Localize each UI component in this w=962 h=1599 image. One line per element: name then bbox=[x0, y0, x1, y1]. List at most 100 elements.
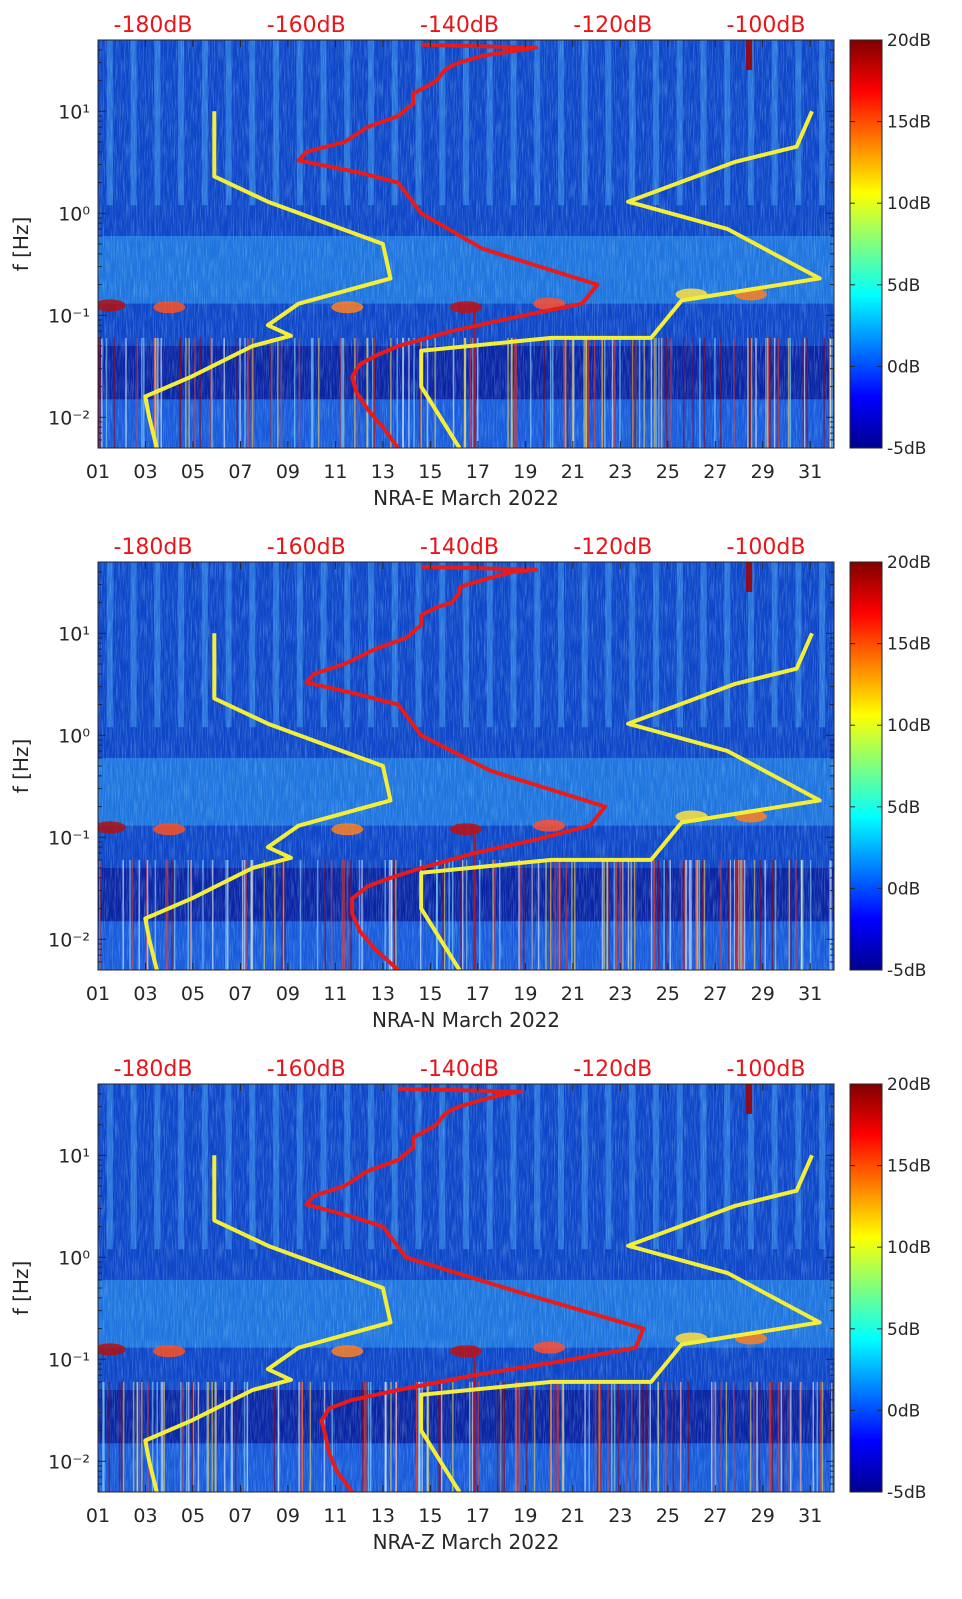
x-tick-label: 07 bbox=[228, 461, 252, 483]
noise-model-high-line bbox=[419, 1154, 822, 1492]
x-tick-label: 05 bbox=[181, 461, 205, 483]
y-tick-label: 10¹ bbox=[58, 101, 90, 123]
x-tick-label: 27 bbox=[703, 983, 727, 1005]
x-tick-label: 19 bbox=[513, 461, 537, 483]
y-tick-label: 10⁻¹ bbox=[48, 1349, 90, 1371]
panel-2: 01 03 05 07 09 11 13 15 17 19 21 23 25 27 29 31 NRA-N Ma… bbox=[9, 535, 931, 1032]
x-tick-label: 11 bbox=[323, 983, 347, 1005]
x-tick-label: 15 bbox=[418, 1505, 442, 1527]
colorbar-label: -5dB bbox=[887, 1483, 926, 1503]
noise-model-low-line bbox=[143, 111, 393, 448]
top-db-label: -120dB bbox=[573, 13, 652, 38]
top-db-label: -160dB bbox=[267, 13, 346, 38]
x-tick-label: 11 bbox=[323, 461, 347, 483]
colorbar-label: 15dB bbox=[887, 635, 931, 655]
spectrogram bbox=[98, 1084, 834, 1492]
top-db-label: -180dB bbox=[114, 535, 193, 560]
colorbar-label: 5dB bbox=[887, 798, 920, 818]
top-db-label: -120dB bbox=[573, 1057, 652, 1082]
top-db-label: -100dB bbox=[727, 535, 806, 560]
x-tick-label: 01 bbox=[86, 1505, 110, 1527]
y-tick-label: 10⁰ bbox=[58, 725, 90, 747]
noise-model-high-line bbox=[419, 632, 822, 970]
noise-model-high-line bbox=[419, 110, 822, 448]
y-tick-label: 10⁻² bbox=[48, 407, 90, 429]
colorbar-label: 5dB bbox=[887, 276, 920, 296]
y-tick-label: 10⁻¹ bbox=[48, 827, 90, 849]
colorbar bbox=[849, 561, 883, 971]
colorbar-label: 10dB bbox=[887, 194, 931, 214]
top-db-label: -160dB bbox=[267, 1057, 346, 1082]
x-tick-label: 15 bbox=[418, 983, 442, 1005]
noise-model-low-line bbox=[143, 1155, 393, 1492]
x-axis-title: NRA-N March 2022 bbox=[372, 1008, 560, 1032]
x-tick-label: 05 bbox=[181, 1505, 205, 1527]
x-tick-label: 31 bbox=[798, 1505, 822, 1527]
x-tick-label: 19 bbox=[513, 983, 537, 1005]
x-tick-label: 31 bbox=[798, 983, 822, 1005]
y-axis-title: f [Hz] bbox=[9, 1261, 33, 1316]
x-axis-title: NRA-E March 2022 bbox=[373, 486, 559, 510]
x-tick-label: 25 bbox=[656, 983, 680, 1005]
colorbar-label: 0dB bbox=[887, 879, 920, 899]
top-db-label: -100dB bbox=[727, 13, 806, 38]
top-db-label: -160dB bbox=[267, 535, 346, 560]
colorbar bbox=[849, 1083, 883, 1493]
median-psd-line bbox=[304, 564, 608, 970]
x-tick-label: 23 bbox=[608, 983, 632, 1005]
x-tick-label: 11 bbox=[323, 1505, 347, 1527]
x-tick-label: 03 bbox=[133, 461, 157, 483]
x-tick-label: 21 bbox=[561, 461, 585, 483]
x-tick-label: 29 bbox=[751, 461, 775, 483]
colorbar-label: 10dB bbox=[887, 1238, 931, 1258]
x-tick-label: 27 bbox=[703, 1505, 727, 1527]
panel-3: 01 03 05 07 09 11 13 15 17 19 21 23 25 27 29 31 NRA-Z Ma… bbox=[9, 1057, 931, 1554]
x-tick-label: 09 bbox=[276, 1505, 300, 1527]
x-tick-label: 25 bbox=[656, 1505, 680, 1527]
x-tick-label: 19 bbox=[513, 1505, 537, 1527]
spectrogram bbox=[98, 40, 834, 448]
x-axis-title: NRA-Z March 2022 bbox=[373, 1530, 560, 1554]
x-tick-label: 15 bbox=[418, 461, 442, 483]
y-axis-title: f [Hz] bbox=[9, 217, 33, 272]
y-tick-label: 10¹ bbox=[58, 1145, 90, 1167]
median-psd-line bbox=[296, 42, 600, 448]
x-tick-label: 03 bbox=[133, 983, 157, 1005]
y-tick-label: 10¹ bbox=[58, 623, 90, 645]
median-psd-line bbox=[304, 1086, 646, 1492]
x-tick-label: 17 bbox=[466, 461, 490, 483]
x-tick-label: 01 bbox=[86, 461, 110, 483]
y-axis-title: f [Hz] bbox=[9, 739, 33, 794]
colorbar-label: 20dB bbox=[887, 1075, 931, 1095]
y-tick-label: 10⁻² bbox=[48, 929, 90, 951]
panel-1: 01 03 05 07 09 11 13 15 17 19 21 23 25 27 29 31 NRA-E Ma… bbox=[9, 13, 931, 510]
colorbar-label: 20dB bbox=[887, 31, 931, 51]
x-tick-label: 01 bbox=[86, 983, 110, 1005]
spectrogram bbox=[98, 562, 834, 970]
noise-model-low-line bbox=[143, 633, 393, 970]
colorbar-label: 10dB bbox=[887, 716, 931, 736]
colorbar bbox=[849, 39, 883, 449]
x-tick-label: 29 bbox=[751, 1505, 775, 1527]
top-db-label: -180dB bbox=[114, 1057, 193, 1082]
top-db-label: -120dB bbox=[573, 535, 652, 560]
top-db-label: -100dB bbox=[727, 1057, 806, 1082]
colorbar-label: 15dB bbox=[887, 113, 931, 133]
top-db-label: -180dB bbox=[114, 13, 193, 38]
x-tick-label: 13 bbox=[371, 461, 395, 483]
x-tick-label: 07 bbox=[228, 1505, 252, 1527]
x-tick-label: 07 bbox=[228, 983, 252, 1005]
top-db-label: -140dB bbox=[420, 13, 499, 38]
colorbar-label: 20dB bbox=[887, 553, 931, 573]
y-tick-label: 10⁰ bbox=[58, 203, 90, 225]
x-tick-label: 09 bbox=[276, 983, 300, 1005]
x-tick-label: 29 bbox=[751, 983, 775, 1005]
y-tick-label: 10⁰ bbox=[58, 1247, 90, 1269]
top-db-label: -140dB bbox=[420, 1057, 499, 1082]
colorbar-label: 0dB bbox=[887, 1401, 920, 1421]
colorbar-label: -5dB bbox=[887, 439, 926, 459]
colorbar-label: -5dB bbox=[887, 961, 926, 981]
x-tick-label: 17 bbox=[466, 983, 490, 1005]
x-tick-label: 21 bbox=[561, 983, 585, 1005]
